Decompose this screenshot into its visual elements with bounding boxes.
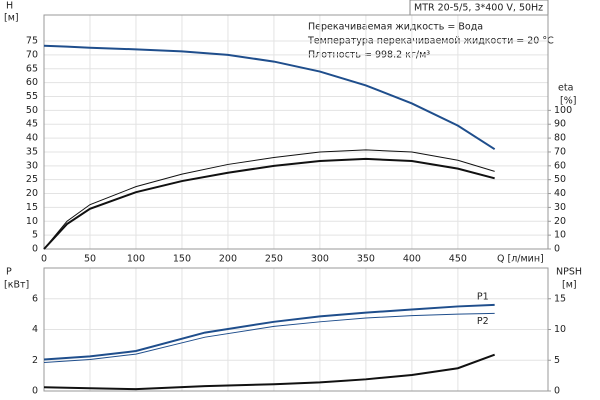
y-tick-label: 2: [32, 355, 38, 366]
y2-tick-label: 10: [554, 324, 566, 335]
y-tick-label: 6: [32, 293, 38, 304]
y-tick-label: 0: [32, 244, 38, 255]
x-tick-label: 250: [265, 254, 283, 265]
y2-axis-label: NPSH: [556, 267, 582, 278]
y2-tick-label: 60: [554, 160, 566, 171]
y2-axis-unit: [м]: [562, 280, 577, 291]
y-tick-label: 10: [26, 216, 38, 227]
y2-tick-label: 100: [554, 105, 572, 116]
x-tick-label: 50: [84, 254, 96, 265]
y-tick-label: 60: [26, 77, 38, 88]
y2-tick-label: 5: [554, 355, 560, 366]
y2-axis-unit: [%]: [560, 96, 576, 107]
y-tick-label: 15: [26, 202, 38, 213]
y2-tick-label: 20: [554, 216, 566, 227]
x-tick-label: 450: [449, 254, 467, 265]
y-tick-label: 0: [32, 386, 38, 397]
legend-label: P1: [477, 291, 489, 302]
plot-frame: [43, 14, 549, 250]
curve: [43, 149, 495, 250]
x-tick-label: 350: [357, 254, 375, 265]
y-tick-label: 35: [26, 146, 38, 157]
curve: [43, 157, 495, 250]
y2-tick-label: 10: [554, 230, 566, 241]
x-tick-label: 200: [219, 254, 237, 265]
y-tick-label: 55: [26, 91, 38, 102]
x-tick-label: 300: [311, 254, 329, 265]
y2-tick-label: 50: [554, 174, 566, 185]
y-tick-label: 30: [26, 160, 38, 171]
y-tick-label: 40: [26, 133, 38, 144]
y2-tick-label: 15: [554, 293, 566, 304]
curve: [43, 44, 496, 151]
y2-tick-label: 30: [554, 202, 566, 213]
y2-tick-label: 40: [554, 188, 566, 199]
y2-tick-label: 90: [554, 119, 566, 130]
plot-frame: [43, 267, 549, 392]
info-text: MTR 20-5/5, 3*400 V, 50Hz: [414, 3, 543, 14]
curve: [43, 353, 496, 391]
y-tick-label: 75: [26, 36, 38, 47]
y-tick-label: 65: [26, 63, 38, 74]
y2-axis-label: eta: [558, 83, 573, 94]
curve: [43, 303, 495, 361]
x-tick-label: 150: [173, 254, 191, 265]
legend-label: P2: [477, 316, 489, 327]
y-axis-unit: [м]: [4, 13, 19, 24]
y-tick-label: 25: [26, 174, 38, 185]
x-tick-label: 0: [41, 254, 47, 265]
y-axis-unit: [кВт]: [4, 280, 29, 291]
y-tick-label: 20: [26, 188, 38, 199]
curve: [43, 312, 495, 364]
y-tick-label: 45: [26, 119, 38, 130]
y2-tick-label: 0: [554, 386, 560, 397]
y-tick-label: 4: [32, 324, 38, 335]
x-axis-label: Q [л/мин]: [497, 254, 544, 265]
y-tick-label: 50: [26, 105, 38, 116]
y2-tick-label: 80: [554, 133, 566, 144]
y2-tick-label: 70: [554, 146, 566, 157]
y-tick-label: 5: [32, 230, 38, 241]
x-tick-label: 100: [127, 254, 145, 265]
x-tick-label: 400: [403, 254, 421, 265]
y-tick-label: 70: [26, 49, 38, 60]
y-axis-label: P: [6, 267, 12, 278]
annotation: Перекачиваемая жидкость = Вода: [308, 22, 483, 33]
y2-tick-label: 0: [554, 244, 560, 255]
y-axis-label: H: [6, 1, 13, 12]
